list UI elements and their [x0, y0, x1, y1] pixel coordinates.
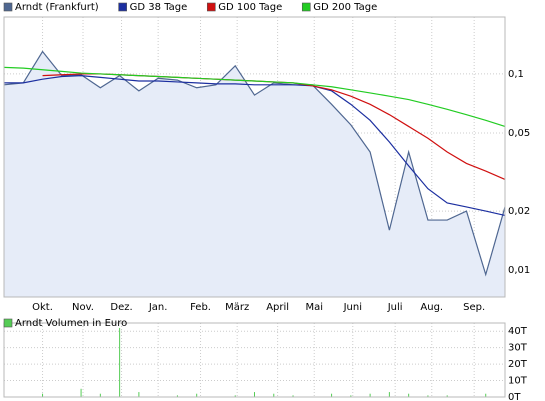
x-tick-label: Juli [387, 302, 403, 313]
bar [350, 395, 352, 397]
y-tick-label: 0T [508, 392, 521, 401]
legend-swatch [301, 2, 311, 12]
y-tick-label: 0,02 [508, 206, 530, 217]
bar [331, 393, 333, 397]
bar [388, 392, 390, 397]
area [4, 51, 505, 298]
bar [80, 388, 82, 397]
line [3, 50, 506, 277]
legend-swatch [3, 318, 13, 328]
bar [99, 393, 101, 397]
bar [273, 393, 275, 397]
x-tick-label: Jan. [148, 302, 168, 313]
bar [119, 327, 121, 397]
legend-label: Arndt Volumen in Euro [15, 318, 127, 329]
bar [292, 395, 294, 397]
x-tick-label: April [266, 302, 289, 313]
x-tick-label: Juni [343, 302, 362, 313]
x-tick-label: Aug. [420, 302, 443, 313]
bar [176, 395, 178, 397]
line [4, 75, 506, 217]
y-tick-label: 10T [508, 376, 528, 387]
bar [485, 393, 487, 397]
bar [42, 393, 44, 397]
plot-frame [3, 322, 506, 398]
y-tick-label: 0,01 [508, 265, 530, 276]
bar [138, 392, 140, 397]
x-tick-label: Nov. [72, 302, 94, 313]
y-tick-label: 0,1 [508, 69, 524, 80]
legend-label: GD 38 Tage [130, 2, 188, 13]
bar [427, 395, 429, 397]
bar [446, 395, 448, 397]
bar [254, 392, 255, 397]
y-tick-label: 30T [508, 343, 528, 354]
bar [196, 393, 198, 397]
x-tick-label: März [225, 302, 249, 313]
legend-label: Arndt (Frankfurt) [15, 2, 99, 13]
line [3, 66, 506, 128]
bar [369, 393, 371, 397]
x-tick-label: Dez. [110, 302, 132, 313]
legend-swatch [206, 2, 216, 12]
bar [234, 395, 236, 397]
x-tick-label: Sep. [463, 302, 485, 313]
bar [408, 393, 410, 397]
y-tick-label: 0,05 [508, 128, 530, 139]
plot-frame [3, 16, 506, 298]
legend-label: GD 200 Tage [313, 2, 377, 13]
legend-label: GD 100 Tage [218, 2, 282, 13]
legend-swatch [118, 2, 127, 12]
y-tick-label: 40T [508, 326, 528, 337]
legend-swatch [3, 2, 13, 12]
x-tick-label: Feb. [190, 302, 211, 313]
y-tick-label: 20T [508, 359, 528, 370]
x-tick-label: Okt. [32, 302, 53, 313]
x-tick-label: Mai [305, 302, 323, 313]
plot-area [3, 322, 506, 398]
